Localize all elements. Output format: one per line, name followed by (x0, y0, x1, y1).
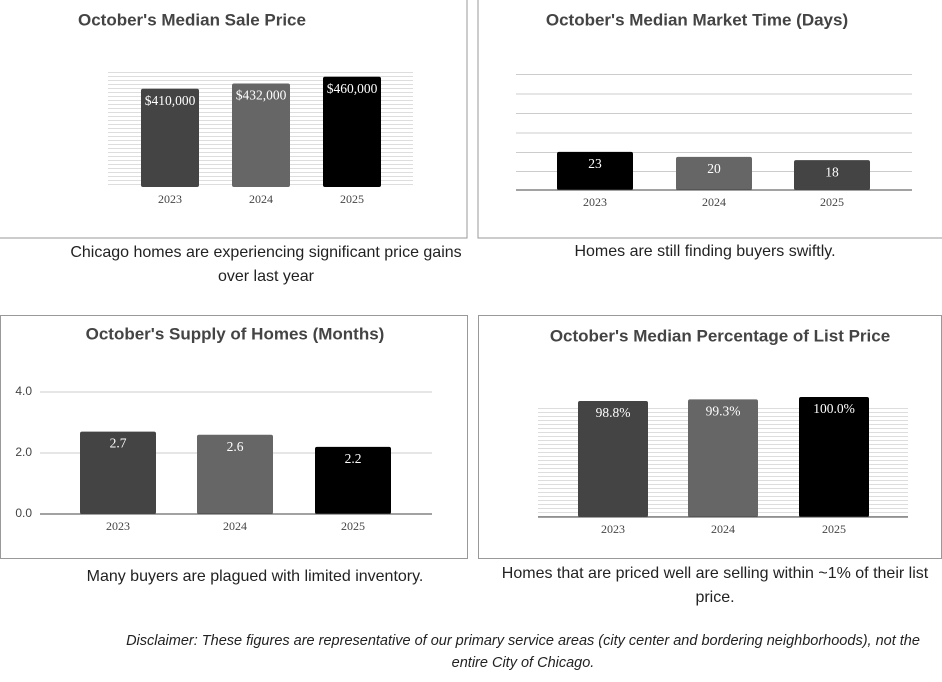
x-tick-label: 2024 (702, 195, 726, 209)
bar (799, 397, 869, 517)
x-tick-label: 2024 (223, 519, 247, 533)
x-tick-label: 2024 (249, 192, 273, 206)
panel-border (477, 0, 942, 239)
bar (688, 399, 758, 517)
data-label: 2.2 (345, 451, 362, 466)
chart-title: October's Median Sale Price (78, 10, 306, 29)
panel-border (0, 315, 468, 559)
x-tick-label: 2023 (583, 195, 607, 209)
data-label: 100.0% (813, 401, 855, 416)
caption: Many buyers are plagued with limited inv… (86, 568, 424, 585)
data-label: 2.7 (110, 436, 127, 451)
data-label: 18 (825, 164, 839, 179)
chart-title: October's Supply of Homes (Months) (86, 324, 385, 343)
caption: Chicago homes are experiencing significa… (70, 244, 462, 285)
bar (794, 160, 870, 190)
x-tick-label: 2025 (820, 195, 844, 209)
chart-title: October's Median Market Time (Days) (546, 10, 848, 29)
data-label: 99.3% (706, 403, 741, 418)
x-tick-label: 2023 (601, 522, 625, 536)
data-label: 2.6 (227, 439, 244, 454)
disclaimer: Disclaimer: These figures are representa… (126, 633, 920, 671)
bar (578, 401, 648, 517)
y-tick-label: 4.0 (15, 384, 32, 398)
x-tick-label: 2025 (340, 192, 364, 206)
x-tick-label: 2023 (158, 192, 182, 206)
caption: Homes that are priced well are selling w… (501, 565, 929, 606)
data-label: 20 (707, 161, 721, 176)
bar (676, 156, 752, 190)
bar (557, 151, 633, 190)
x-tick-label: 2025 (341, 519, 365, 533)
bar (141, 88, 199, 187)
x-tick-label: 2024 (711, 522, 735, 536)
y-tick-label: 2.0 (15, 445, 32, 459)
caption: Homes are still finding buyers swiftly. (574, 243, 836, 260)
panel-border (0, 0, 468, 239)
data-label: $432,000 (236, 88, 287, 103)
data-label: $460,000 (327, 81, 378, 96)
bar (323, 76, 381, 187)
data-label: $410,000 (145, 93, 196, 108)
y-tick-label: 0.0 (15, 506, 32, 520)
bar (80, 431, 156, 514)
chart-title: October's Median Percentage of List Pric… (550, 326, 890, 345)
x-tick-label: 2023 (106, 519, 130, 533)
bar (197, 434, 273, 514)
data-label: 23 (588, 156, 602, 171)
x-tick-label: 2025 (822, 522, 846, 536)
bar (232, 83, 290, 187)
bar (315, 446, 391, 514)
data-label: 98.8% (596, 405, 631, 420)
